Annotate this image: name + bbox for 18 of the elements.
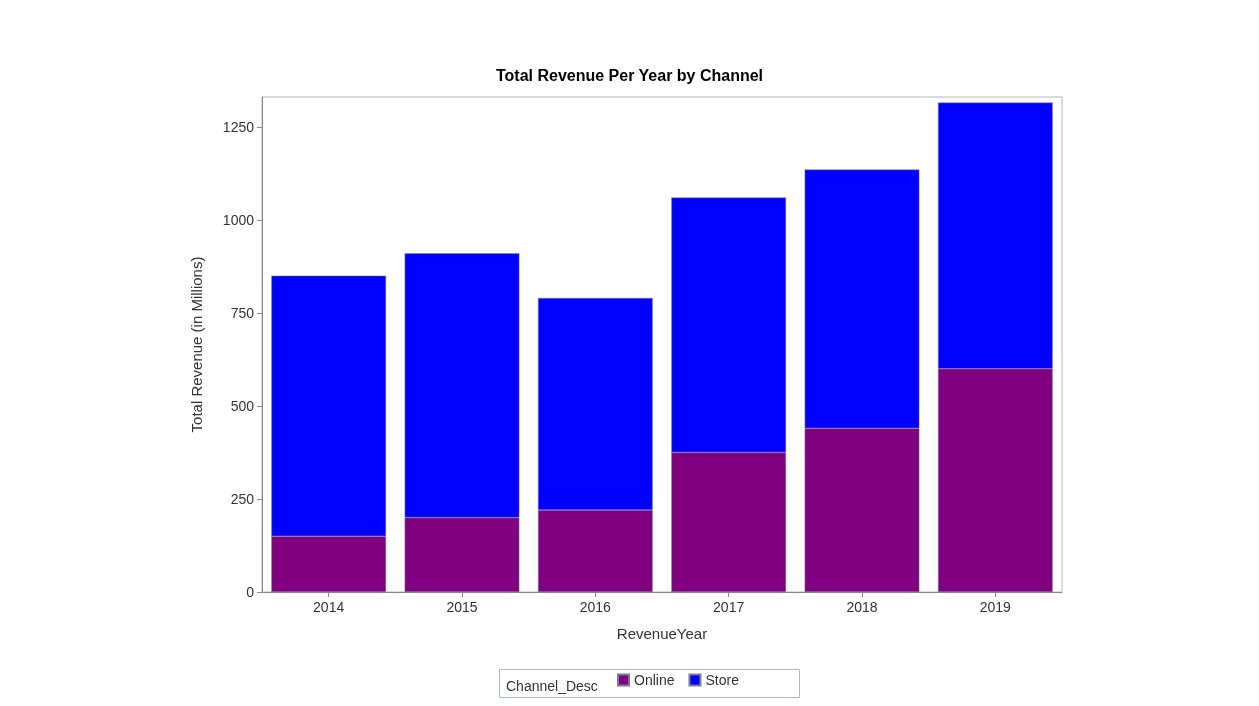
x-tick-label: 2016 xyxy=(579,599,612,615)
y-axis-title: Total Revenue (in Millions) xyxy=(188,256,205,433)
y-tick-label: 0 xyxy=(246,584,255,600)
x-tick-label: 2018 xyxy=(846,599,878,615)
y-tick-label: 750 xyxy=(230,304,255,321)
x-tick-label: 2017 xyxy=(713,599,745,615)
y-tick-label: 1000 xyxy=(222,211,255,228)
x-tick-label: 2015 xyxy=(446,599,478,615)
chart-title: Total Revenue Per Year by Channel xyxy=(495,66,764,84)
legend-label: Store xyxy=(705,672,740,688)
legend-title: Channel_Desc xyxy=(506,678,598,694)
x-axis-title: RevenueYear xyxy=(616,625,708,642)
legend-label: Online xyxy=(634,672,675,688)
y-tick-label: 250 xyxy=(230,490,255,507)
y-tick-label: 1250 xyxy=(222,118,255,135)
y-tick-label: 500 xyxy=(230,397,255,414)
x-tick-label: 2014 xyxy=(313,599,345,615)
x-tick-label: 2019 xyxy=(979,599,1012,615)
